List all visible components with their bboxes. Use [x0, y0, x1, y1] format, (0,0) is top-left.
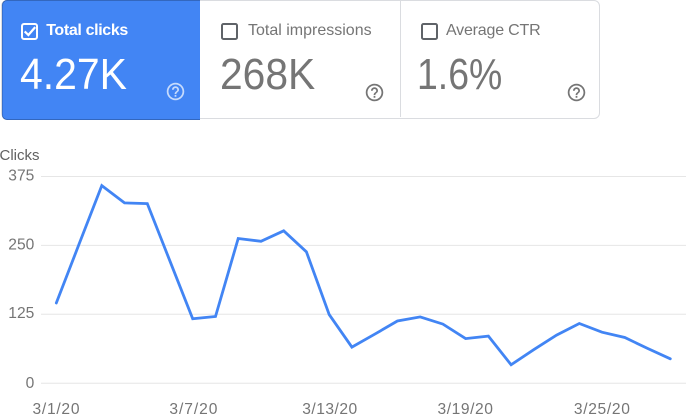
- svg-text:3/13/20: 3/13/20: [302, 401, 357, 415]
- svg-text:3/7/20: 3/7/20: [169, 401, 217, 415]
- svg-text:3/1/20: 3/1/20: [33, 401, 80, 415]
- svg-text:3/25/20: 3/25/20: [574, 401, 630, 415]
- svg-text:3/19/20: 3/19/20: [437, 401, 493, 415]
- svg-text:250: 250: [8, 236, 34, 253]
- svg-text:375: 375: [8, 167, 34, 184]
- svg-text:125: 125: [8, 305, 34, 322]
- svg-text:0: 0: [26, 375, 35, 392]
